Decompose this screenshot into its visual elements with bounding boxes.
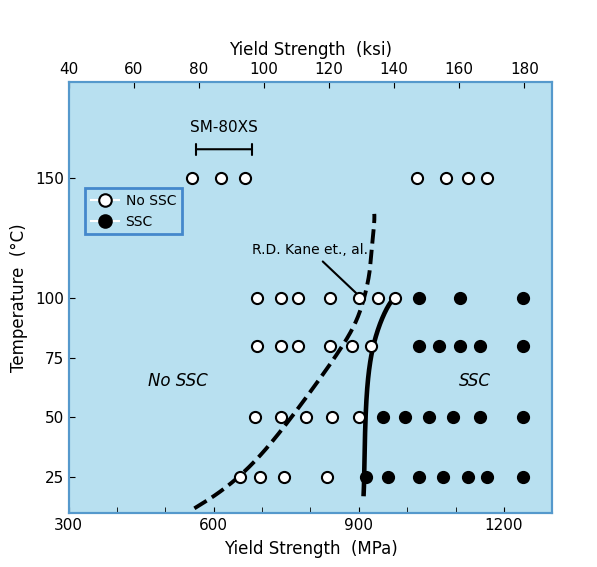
Legend: No SSC, SSC: No SSC, SSC xyxy=(85,188,181,234)
Text: No SSC: No SSC xyxy=(147,373,207,391)
X-axis label: Yield Strength  (MPa): Yield Strength (MPa) xyxy=(223,540,398,558)
Text: SM-80XS: SM-80XS xyxy=(190,120,258,135)
Text: R.D. Kane et., al.: R.D. Kane et., al. xyxy=(253,243,368,299)
X-axis label: Yield Strength  (ksi): Yield Strength (ksi) xyxy=(229,41,392,60)
Text: SSC: SSC xyxy=(459,373,491,391)
Y-axis label: Temperature  (°C): Temperature (°C) xyxy=(10,223,28,372)
